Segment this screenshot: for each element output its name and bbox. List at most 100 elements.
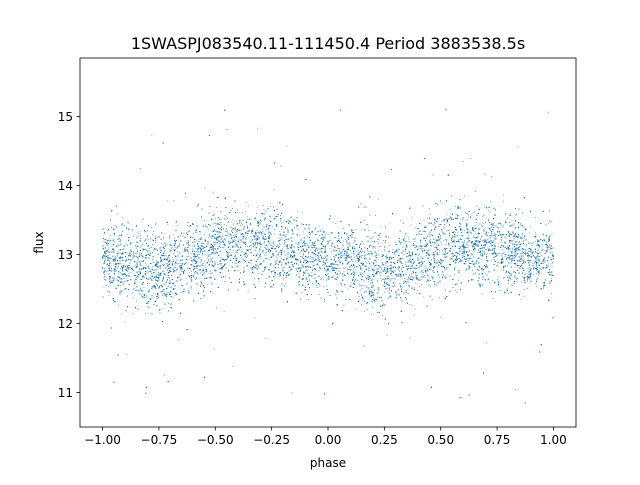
data-point [123, 245, 125, 247]
data-point [462, 161, 464, 162]
data-point [445, 248, 447, 249]
data-point [531, 254, 533, 255]
data-point [400, 243, 401, 244]
data-point [196, 267, 197, 269]
data-point [199, 280, 201, 282]
data-point [138, 261, 140, 262]
data-point [498, 276, 500, 278]
data-point [210, 281, 212, 283]
data-point [240, 239, 242, 241]
data-point [105, 259, 106, 261]
data-point [322, 238, 324, 240]
data-point [422, 273, 424, 275]
data-point [221, 263, 222, 265]
data-point [494, 251, 496, 253]
data-point [145, 313, 146, 314]
data-point [445, 244, 447, 246]
data-point [139, 239, 141, 241]
data-point [180, 279, 181, 281]
data-point [146, 238, 148, 240]
data-point [373, 261, 374, 263]
data-point [495, 236, 497, 237]
data-point [278, 237, 280, 239]
data-point [549, 210, 550, 212]
data-point [399, 249, 400, 250]
data-point [417, 231, 419, 233]
data-point [422, 230, 424, 232]
data-point [448, 230, 449, 231]
data-point [335, 255, 337, 256]
data-point [522, 258, 524, 259]
data-point [269, 248, 271, 250]
data-point [519, 272, 520, 274]
data-point [317, 260, 319, 262]
data-point [103, 258, 105, 259]
data-point [282, 251, 283, 253]
data-point [104, 279, 105, 280]
data-point [266, 258, 267, 260]
data-point [425, 246, 427, 248]
data-point [188, 250, 189, 252]
data-point [412, 271, 413, 273]
data-point [120, 271, 122, 273]
data-point [356, 255, 358, 257]
data-point [279, 256, 281, 257]
data-point [304, 271, 306, 273]
data-point [508, 250, 509, 252]
data-point [133, 270, 134, 271]
data-point [310, 246, 312, 248]
data-point [351, 283, 353, 285]
data-point [160, 268, 161, 269]
data-point [389, 289, 391, 291]
data-point [209, 235, 210, 237]
data-point [188, 252, 189, 254]
data-point [277, 274, 278, 275]
data-point [411, 268, 413, 269]
data-point [284, 226, 286, 228]
data-point [234, 258, 236, 259]
data-point [343, 248, 345, 250]
data-point [538, 248, 539, 250]
data-point [550, 257, 552, 259]
data-point [125, 242, 127, 244]
data-point [306, 266, 308, 267]
data-point [456, 234, 458, 236]
data-point [207, 237, 209, 239]
data-point [419, 286, 420, 287]
data-point [235, 232, 236, 234]
data-point [256, 264, 258, 266]
data-point [410, 266, 412, 268]
data-point [164, 233, 166, 235]
data-point [220, 247, 221, 249]
data-point [408, 238, 410, 240]
data-point [388, 271, 390, 273]
data-point [137, 264, 138, 265]
data-point [505, 220, 506, 222]
data-point [366, 309, 368, 310]
data-point [152, 249, 154, 251]
data-point [377, 287, 379, 289]
data-point [476, 261, 477, 263]
data-point [255, 250, 256, 251]
data-point [273, 243, 275, 245]
data-point [522, 232, 523, 234]
data-point [287, 244, 288, 245]
data-point [508, 276, 510, 278]
data-point [104, 268, 105, 269]
data-point [435, 251, 436, 252]
data-point [103, 261, 105, 263]
data-point [527, 260, 529, 261]
data-point [324, 299, 325, 300]
data-point [109, 245, 111, 247]
data-point [345, 283, 346, 285]
data-point [455, 255, 457, 257]
data-point [320, 248, 322, 249]
data-point [347, 261, 349, 263]
data-point [185, 259, 187, 260]
data-point [142, 255, 143, 257]
data-point [449, 216, 451, 218]
data-point [177, 263, 179, 264]
data-point [432, 224, 434, 225]
data-point [444, 275, 446, 277]
data-point [524, 249, 526, 250]
